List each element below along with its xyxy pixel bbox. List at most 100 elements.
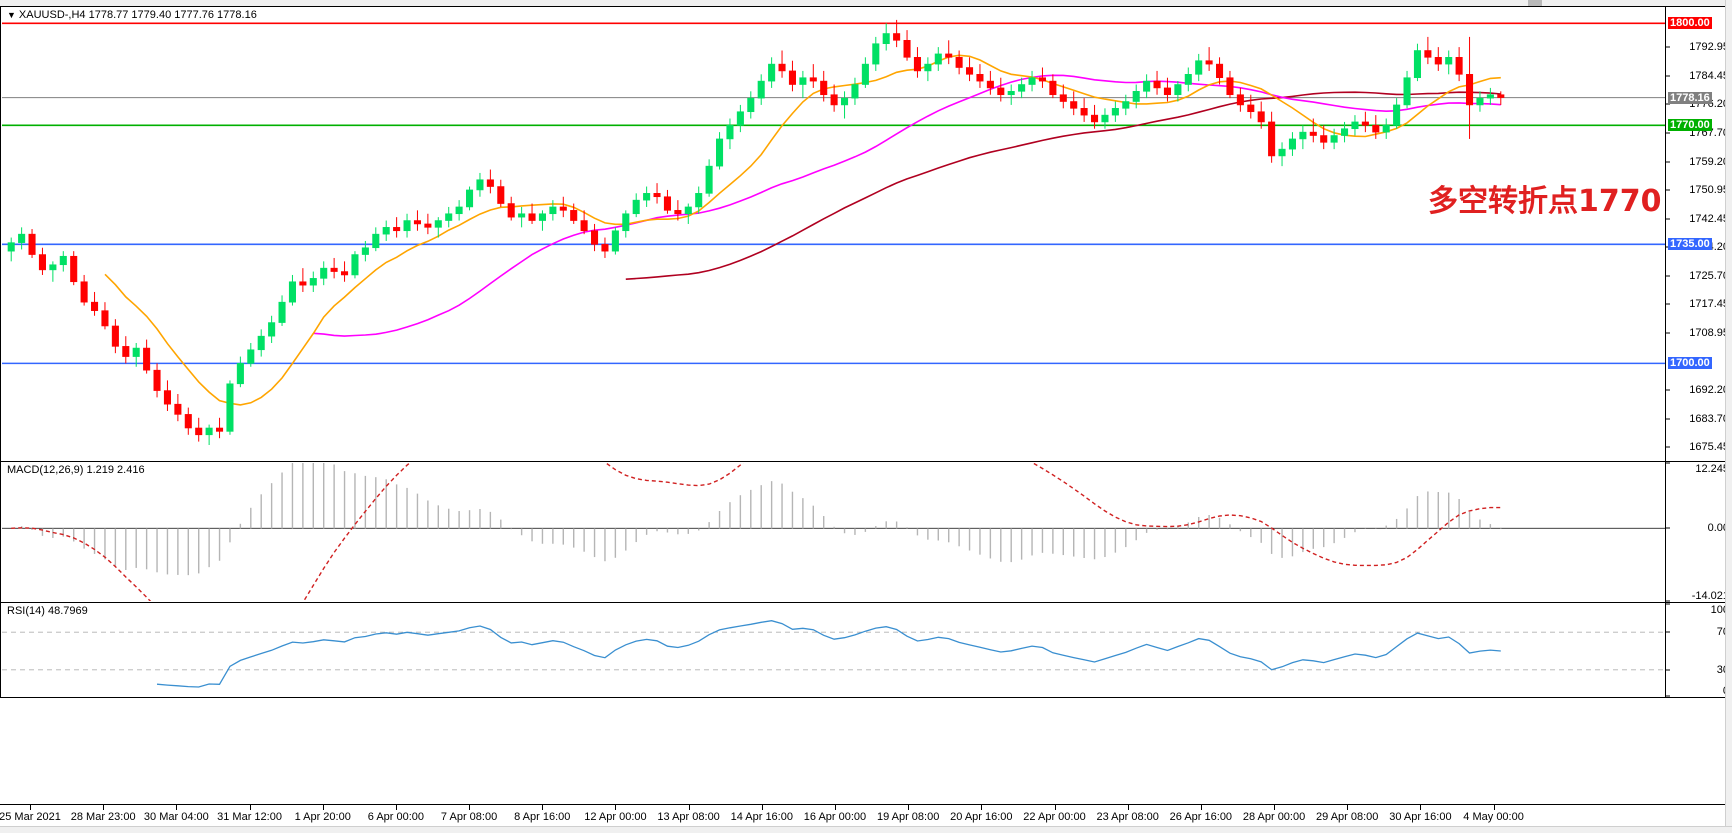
candle-body — [1007, 91, 1015, 96]
price-axis-tick — [1666, 275, 1670, 277]
candle-body — [882, 33, 890, 45]
candle-body — [341, 271, 349, 276]
rsi-panel[interactable]: RSI(14) 48.7969 10070300 — [0, 602, 1732, 698]
candle-body — [591, 230, 599, 245]
candle-body — [872, 43, 880, 65]
caret-down-icon[interactable]: ▼ — [7, 10, 16, 20]
rsi-svg — [2, 620, 1665, 688]
candle-body — [747, 97, 755, 113]
symbol-header: ▼ XAUUSD-,H4 1778.77 1779.40 1777.76 1778… — [7, 9, 257, 21]
price-axis-label: 1717.45 — [1689, 298, 1729, 311]
time-axis-label: 14 Apr 16:00 — [730, 811, 793, 823]
candle-body — [1143, 80, 1151, 92]
price-level-badge[interactable]: 1770.00 — [1668, 119, 1712, 132]
time-axis-tick — [1127, 805, 1129, 810]
candle-body — [132, 347, 140, 357]
time-axis-label: 19 Apr 08:00 — [876, 811, 940, 823]
time-axis-label: 28 Apr 00:00 — [1242, 811, 1306, 823]
price-plot[interactable] — [2, 8, 1665, 460]
candle-body — [413, 220, 421, 225]
time-axis-tick — [322, 805, 324, 810]
price-axis[interactable]: 1792.95 1784.45 1776.20 1767.70 1759.20 1750.… — [1665, 7, 1731, 461]
candle-body — [80, 281, 88, 303]
time-axis-tick — [1420, 805, 1422, 810]
rsi-label: RSI(14) 48.7969 — [7, 605, 88, 617]
time-axis-tick — [615, 805, 617, 810]
rsi-plot[interactable] — [2, 604, 1665, 696]
candle-body — [820, 80, 828, 96]
candle-body — [91, 301, 99, 311]
candle-body — [174, 403, 182, 415]
candle-body — [1205, 60, 1213, 65]
candle-body — [1174, 84, 1182, 96]
price-panel[interactable]: ▼ XAUUSD-,H4 1778.77 1779.40 1777.76 1778… — [0, 6, 1732, 462]
candle-body — [1403, 77, 1411, 106]
candle-body — [361, 247, 369, 255]
candle-body — [424, 223, 432, 228]
price-axis-tick — [1666, 75, 1670, 77]
time-axis-tick — [30, 805, 31, 810]
price-candlestick-svg — [2, 19, 1665, 445]
macd-plot[interactable] — [2, 463, 1665, 601]
ma-mid-line — [313, 74, 1501, 337]
candle-body — [507, 203, 515, 218]
candle-body — [288, 281, 296, 303]
candle-body — [434, 220, 442, 228]
candle-body — [1466, 74, 1474, 106]
time-axis-tick — [1347, 805, 1349, 810]
candle-body — [445, 213, 453, 221]
price-axis-tick — [1666, 418, 1670, 420]
time-axis-label: 30 Apr 16:00 — [1389, 811, 1452, 823]
bottom-scrollbar[interactable] — [0, 826, 1732, 833]
candle-body — [778, 63, 786, 72]
symbol-header-text: XAUUSD-,H4 1778.77 1779.40 1777.76 1778.… — [18, 9, 257, 21]
candle-body — [1257, 111, 1265, 123]
candle-body — [226, 383, 234, 432]
candle-body — [1038, 77, 1046, 82]
candle-body — [1028, 77, 1036, 85]
candle-body — [1361, 121, 1369, 126]
candle-body — [559, 206, 567, 211]
macd-panel[interactable]: MACD(12,26,9) 1.219 2.416 12.245 0.00 -14.… — [0, 461, 1732, 603]
candle-body — [1309, 131, 1317, 136]
time-axis-label: 7 Apr 08:00 — [440, 811, 498, 823]
candle-body — [955, 57, 963, 68]
macd-axis-tick — [1666, 600, 1670, 602]
candle-body — [1424, 50, 1432, 58]
candle-body — [695, 193, 703, 208]
candle-body — [580, 220, 588, 232]
time-axis-tick — [761, 805, 763, 810]
price-axis-label: 1725.70 — [1689, 269, 1729, 282]
price-level-badge[interactable]: 1700.00 — [1668, 357, 1712, 370]
price-axis-label: 1750.95 — [1689, 184, 1729, 197]
ma-slow-line — [625, 91, 1501, 280]
candle-body — [1382, 125, 1390, 133]
candle-body — [59, 255, 67, 266]
price-level-badge[interactable]: 1735.00 — [1668, 238, 1712, 251]
price-axis-label: 1692.20 — [1689, 383, 1729, 396]
price-level-badge[interactable]: 1800.00 — [1668, 17, 1712, 30]
candle-body — [7, 242, 15, 252]
chart-area: ▼ XAUUSD-,H4 1778.77 1779.40 1777.76 1778… — [0, 6, 1732, 804]
candle-body — [1330, 135, 1338, 143]
price-level-badge[interactable]: 1778.16 — [1668, 91, 1712, 104]
scrollbar-thumb[interactable] — [1528, 0, 1542, 6]
candle-body — [1049, 80, 1057, 96]
price-axis-tick — [1666, 446, 1670, 448]
macd-axis[interactable]: 12.245 0.00 -14.021 — [1665, 462, 1731, 602]
time-axis-tick — [176, 805, 178, 810]
rsi-axis[interactable]: 10070300 — [1665, 603, 1731, 697]
macd-signal-line — [11, 463, 1501, 601]
time-axis-label: 22 Apr 00:00 — [1023, 811, 1086, 823]
time-axis-label: 25 Mar 2021 — [0, 811, 61, 823]
right-scrollbar[interactable] — [1725, 0, 1732, 826]
candle-body — [934, 53, 942, 65]
candle-body — [1195, 60, 1203, 75]
time-axis-label: 31 Mar 12:00 — [217, 811, 282, 823]
candle-body — [1070, 101, 1078, 109]
candle-body — [632, 199, 640, 215]
candle-body — [1393, 104, 1401, 126]
candle-body — [257, 335, 265, 351]
time-axis-tick — [103, 805, 105, 810]
candle-body — [1226, 77, 1234, 96]
